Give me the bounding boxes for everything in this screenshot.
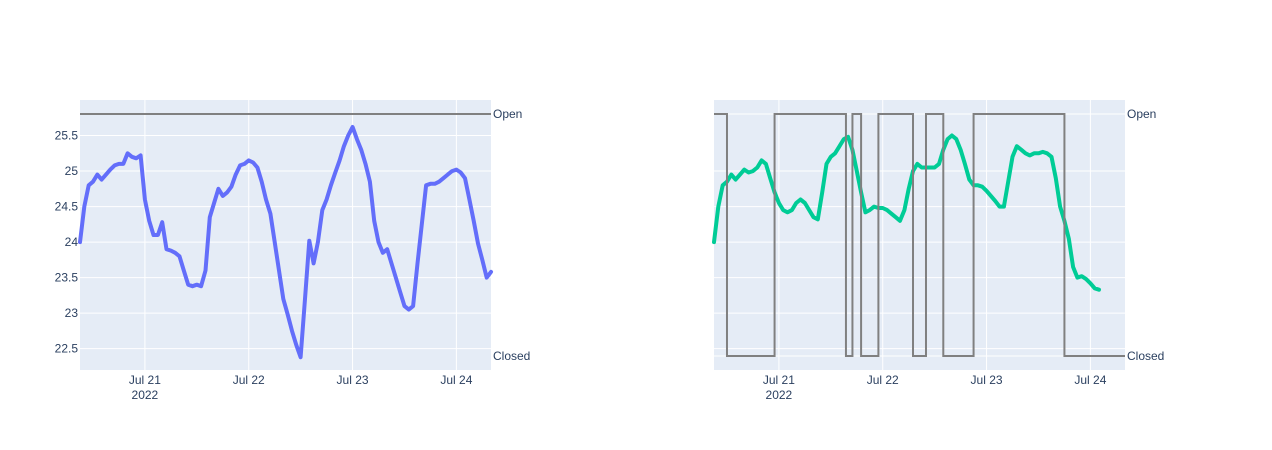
y2-tick-label: Open (493, 107, 522, 121)
x-tick-label: Jul 21 (129, 373, 161, 387)
x-year-label: 2022 (132, 388, 159, 402)
x-tick-label: Jul 23 (337, 373, 369, 387)
y-tick-label: 22.5 (55, 342, 79, 356)
temperature-line (712, 133, 1101, 292)
x-year-label: 2022 (766, 388, 793, 402)
x-tick-label: Jul 24 (440, 373, 472, 387)
x-tick-label: Jul 22 (233, 373, 265, 387)
x-tick-label: Jul 23 (971, 373, 1003, 387)
y-tick-label: 24 (65, 235, 79, 249)
x-tick-label: Jul 22 (867, 373, 899, 387)
y-tick-label: 23.5 (55, 271, 79, 285)
y-tick-label: 25.5 (55, 129, 79, 143)
y-tick-label: 24.5 (55, 200, 79, 214)
y-tick-label: 25 (65, 164, 79, 178)
plot-area (80, 100, 491, 370)
temperature-line (78, 125, 493, 360)
y2-tick-label: Closed (1127, 349, 1164, 363)
x-tick-label: Jul 21 (763, 373, 795, 387)
x-tick-label: Jul 24 (1074, 373, 1106, 387)
plot-area (714, 100, 1125, 370)
y2-tick-label: Closed (493, 349, 530, 363)
y-tick-label: 23 (65, 306, 79, 320)
y2-tick-label: Open (1127, 107, 1156, 121)
state-line (714, 113, 1125, 357)
